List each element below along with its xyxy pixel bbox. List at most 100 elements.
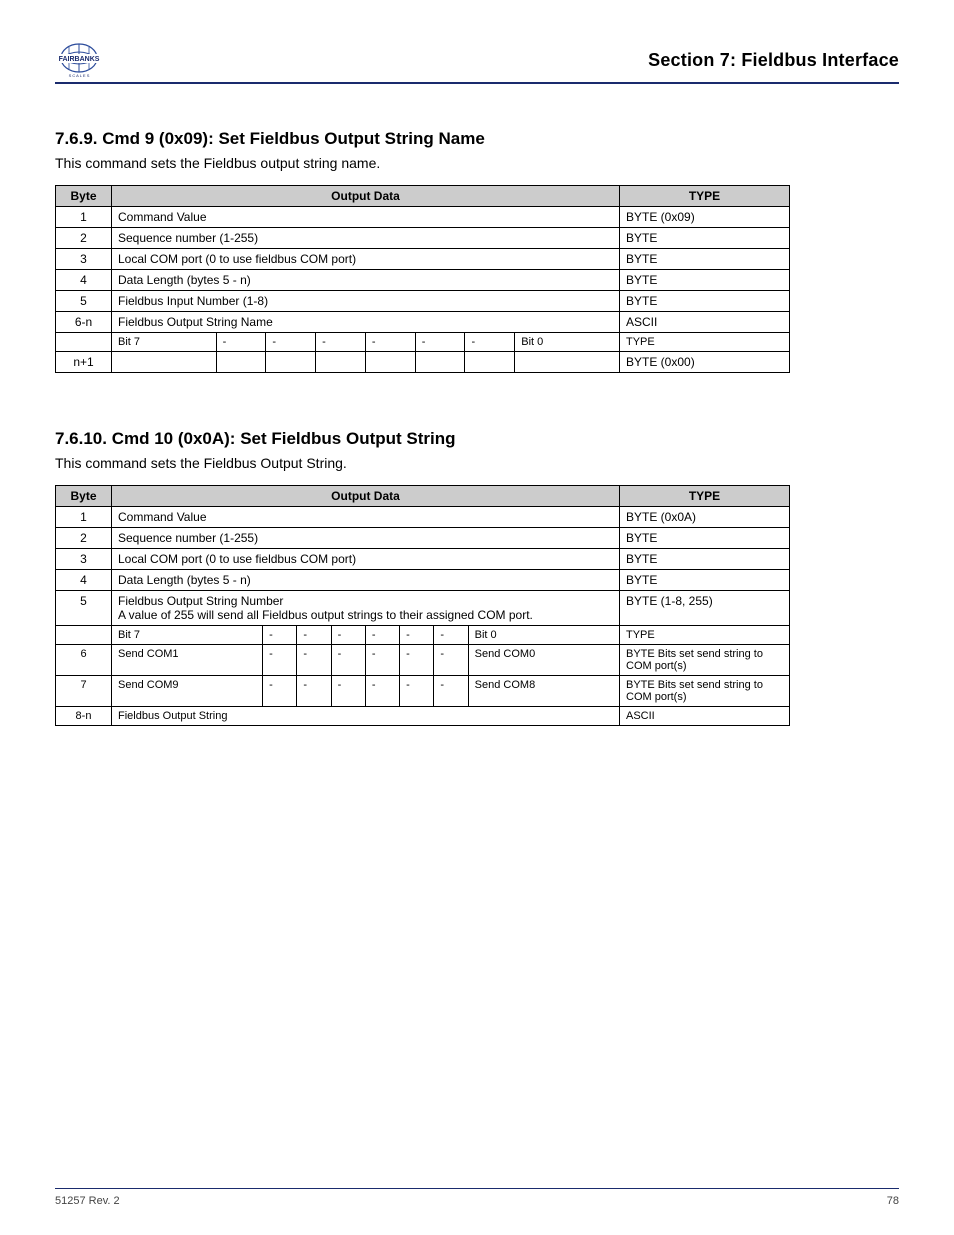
- cell-byte: 6-n: [56, 312, 112, 333]
- cell-type: BYTE (0x00): [620, 352, 790, 373]
- table-row: 3Local COM port (0 to use fieldbus COM p…: [56, 249, 790, 270]
- cell-byte: 8-n: [56, 707, 112, 726]
- bit-header-row: Bit 7------Bit 0TYPE: [56, 333, 790, 352]
- bit-cell: -: [331, 626, 365, 645]
- bit-cell: -: [434, 676, 468, 707]
- cell-type: BYTE (0x0A): [620, 507, 790, 528]
- bit-cell: Send COM9: [112, 676, 263, 707]
- bit-cell: Send COM1: [112, 645, 263, 676]
- cell-byte: [56, 333, 112, 352]
- cell-byte: 5: [56, 591, 112, 626]
- cell-byte: [56, 626, 112, 645]
- cell-output: Command Value: [112, 507, 620, 528]
- table-cmd-10: Byte Output Data TYPE 1Command ValueBYTE…: [55, 485, 790, 726]
- fairbanks-logo: FAIRBANKS S C A L E S: [55, 40, 103, 80]
- bit-cell: -: [415, 333, 465, 352]
- bit-cell: -: [331, 676, 365, 707]
- cell-type: BYTE Bits set send string to COM port(s): [620, 645, 790, 676]
- bit-cell: Bit 0: [515, 333, 620, 352]
- bit-cell: -: [297, 676, 331, 707]
- table-row: 5Fieldbus Input Number (1-8)BYTE: [56, 291, 790, 312]
- cell-output: Fieldbus Output String NumberA value of …: [112, 591, 620, 626]
- bit-cell: -: [263, 626, 297, 645]
- table-row: 6-nFieldbus Output String NameASCII: [56, 312, 790, 333]
- bit-cell: -: [297, 626, 331, 645]
- bit-cell: [365, 352, 415, 373]
- bit-cell: -: [297, 645, 331, 676]
- cell-type: TYPE: [620, 626, 790, 645]
- cell-type: BYTE: [620, 549, 790, 570]
- cell-output: Fieldbus Input Number (1-8): [112, 291, 620, 312]
- table-row: 4Data Length (bytes 5 - n)BYTE: [56, 270, 790, 291]
- section-title: Section 7: Fieldbus Interface: [111, 50, 899, 71]
- bit-cell: -: [263, 645, 297, 676]
- table-row: 2Sequence number (1-255)BYTE: [56, 528, 790, 549]
- bit-cell: -: [434, 626, 468, 645]
- svg-text:S C A L E S: S C A L E S: [69, 73, 90, 78]
- subsection-9-desc: This command sets the Fieldbus output st…: [55, 155, 899, 171]
- bit-cell: -: [400, 676, 434, 707]
- subsection-10-desc: This command sets the Fieldbus Output St…: [55, 455, 899, 471]
- page-header: FAIRBANKS S C A L E S Section 7: Fieldbu…: [55, 40, 899, 84]
- subsection-10-title: 7.6.10. Cmd 10 (0x0A): Set Fieldbus Outp…: [55, 429, 899, 449]
- bit-cell: Send COM8: [468, 676, 619, 707]
- cell-type: TYPE: [620, 333, 790, 352]
- cell-byte: 2: [56, 528, 112, 549]
- table-row: 4Data Length (bytes 5 - n)BYTE: [56, 570, 790, 591]
- bit-row: 6Send COM1------Send COM0BYTE Bits set s…: [56, 645, 790, 676]
- bit-cell: [112, 352, 217, 373]
- bit-cell: [415, 352, 465, 373]
- cell-output: Command Value: [112, 207, 620, 228]
- cell-byte: 6: [56, 645, 112, 676]
- cell-byte: 1: [56, 507, 112, 528]
- cell-byte: 5: [56, 291, 112, 312]
- table-row: 1Command ValueBYTE (0x0A): [56, 507, 790, 528]
- cell-type: BYTE: [620, 291, 790, 312]
- bit-cell: [216, 352, 266, 373]
- cell-byte: 1: [56, 207, 112, 228]
- cell-output: Local COM port (0 to use fieldbus COM po…: [112, 549, 620, 570]
- subsection-9: 7.6.9. Cmd 9 (0x09): Set Fieldbus Output…: [55, 129, 899, 373]
- bit-cell: Send COM0: [468, 645, 619, 676]
- cell-output: Local COM port (0 to use fieldbus COM po…: [112, 249, 620, 270]
- col-byte: Byte: [56, 486, 112, 507]
- bit-cell: -: [263, 676, 297, 707]
- bit-row: 8-nFieldbus Output StringASCII: [56, 707, 790, 726]
- subsection-10: 7.6.10. Cmd 10 (0x0A): Set Fieldbus Outp…: [55, 429, 899, 726]
- table-row: n+1 BYTE (0x00): [56, 352, 790, 373]
- bit-cell: -: [400, 645, 434, 676]
- col-byte: Byte: [56, 186, 112, 207]
- bit-cell: Bit 7: [112, 626, 263, 645]
- cell-byte: 2: [56, 228, 112, 249]
- bit-cell: -: [331, 645, 365, 676]
- cell-byte: 3: [56, 249, 112, 270]
- bit-row: Bit 7------Bit 0TYPE: [56, 626, 790, 645]
- cell-type: BYTE (1-8, 255): [620, 591, 790, 626]
- cell-type: BYTE: [620, 249, 790, 270]
- bit-cell: [515, 352, 620, 373]
- bit-cell: [266, 352, 316, 373]
- cell-byte: 7: [56, 676, 112, 707]
- table-row: 3Local COM port (0 to use fieldbus COM p…: [56, 549, 790, 570]
- bit-cell: -: [365, 645, 399, 676]
- cell-type: ASCII: [620, 707, 790, 726]
- bit-cell: [316, 352, 366, 373]
- bit-cell: Bit 7: [112, 333, 217, 352]
- col-output: Output Data: [112, 486, 620, 507]
- bit-cell: -: [316, 333, 366, 352]
- cell-type: BYTE: [620, 570, 790, 591]
- cell-byte: n+1: [56, 352, 112, 373]
- cell-output: Fieldbus Output String Name: [112, 312, 620, 333]
- table-header-row: Byte Output Data TYPE: [56, 186, 790, 207]
- bit-cell: -: [216, 333, 266, 352]
- col-output: Output Data: [112, 186, 620, 207]
- cell-type: BYTE (0x09): [620, 207, 790, 228]
- bit-cell: -: [365, 626, 399, 645]
- table-cmd-9: Byte Output Data TYPE 1Command ValueBYTE…: [55, 185, 790, 373]
- bit-cell: -: [266, 333, 316, 352]
- cell-byte: 4: [56, 270, 112, 291]
- subsection-9-title: 7.6.9. Cmd 9 (0x09): Set Fieldbus Output…: [55, 129, 899, 149]
- cell-output: Data Length (bytes 5 - n): [112, 570, 620, 591]
- cell-type: ASCII: [620, 312, 790, 333]
- logo-text: FAIRBANKS: [59, 56, 100, 63]
